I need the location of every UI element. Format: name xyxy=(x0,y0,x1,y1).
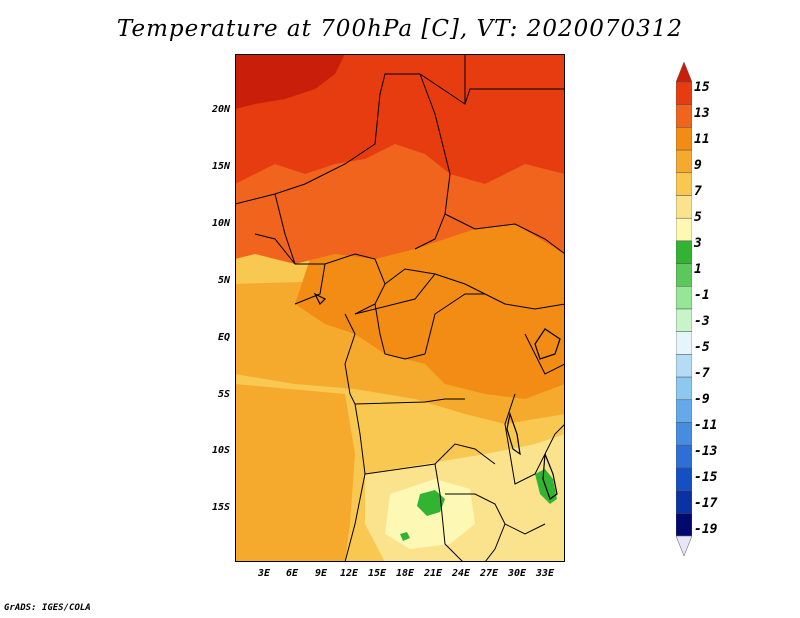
colorbar-segment xyxy=(676,286,692,310)
colorbar-segment xyxy=(676,513,692,537)
colorbar-label: 15 xyxy=(694,80,710,95)
colorbar-segment xyxy=(676,104,692,128)
y-tick-label: 5S xyxy=(217,389,230,400)
colorbar-segment xyxy=(676,81,692,105)
x-tick-label: 18E xyxy=(395,568,415,579)
y-tick-label: 20N xyxy=(211,104,230,115)
colorbar-segment xyxy=(676,149,692,174)
colorbar-segment xyxy=(676,467,692,491)
x-tick-label: 12E xyxy=(339,568,359,579)
colorbar-segment xyxy=(676,217,692,242)
hottest-patch xyxy=(235,54,345,109)
colorbar xyxy=(676,62,692,556)
colorbar-label: 11 xyxy=(694,132,710,147)
y-tick-label: 15N xyxy=(211,161,230,172)
colorbar-segment xyxy=(676,308,692,332)
green-patch-3 xyxy=(400,532,410,541)
country-borders xyxy=(235,54,565,562)
colorbar-label: -19 xyxy=(694,522,718,537)
colorbar-segment xyxy=(676,127,692,151)
green-patch-1 xyxy=(417,490,445,516)
colorbar-segment xyxy=(676,399,692,423)
footer-credit: GrADS: IGES/COLA xyxy=(4,603,91,613)
colorbar-label: 3 xyxy=(694,236,702,251)
colorbar-segment xyxy=(676,444,692,469)
colorbar-segment xyxy=(676,240,692,264)
colorbar-label: -17 xyxy=(694,496,718,511)
colorbar-label: -1 xyxy=(694,288,710,303)
colorbar-label: -5 xyxy=(694,340,710,355)
colorbar-label: -11 xyxy=(694,418,718,433)
colorbar-top-arrow xyxy=(676,62,692,83)
colorbar-segment xyxy=(676,331,692,355)
colorbar-segment xyxy=(676,490,692,514)
colorbar-label: -7 xyxy=(694,366,710,381)
colorbar-label: 9 xyxy=(694,158,702,173)
colorbar-label: -15 xyxy=(694,470,718,485)
y-tick-label: 15S xyxy=(211,502,230,513)
x-tick-label: 6E xyxy=(285,568,299,579)
colorbar-segment xyxy=(676,376,692,401)
x-tick-label: 24E xyxy=(451,568,471,579)
colorbar-bottom-arrow xyxy=(676,535,692,556)
y-tick-label: 5N xyxy=(217,275,230,286)
colorbar-segment xyxy=(676,263,692,287)
plot-title: Temperature at 700hPa [C], VT: 202007031… xyxy=(116,16,684,42)
congo-orange xyxy=(295,214,565,399)
colorbar-segment xyxy=(676,172,692,196)
x-tick-label: 9E xyxy=(314,568,328,579)
x-tick-label: 15E xyxy=(367,568,387,579)
y-tick-label: 10N xyxy=(211,218,230,229)
x-tick-label: 3E xyxy=(257,568,271,579)
colorbar-segment xyxy=(676,195,692,219)
x-tick-label: 33E xyxy=(535,568,555,579)
lakes xyxy=(313,292,561,500)
atlantic-field xyxy=(235,384,355,562)
y-tick-label: EQ xyxy=(217,332,230,343)
map-frame xyxy=(235,54,565,562)
colorbar-segment xyxy=(676,422,692,446)
colorbar-label: 5 xyxy=(694,210,702,225)
y-tick-label: 10S xyxy=(211,445,230,456)
colorbar-label: 13 xyxy=(694,106,710,121)
temperature-map xyxy=(235,54,565,562)
colorbar-label: -3 xyxy=(694,314,710,329)
colorbar-label: 7 xyxy=(694,184,702,199)
colorbar-label: 1 xyxy=(694,262,702,277)
x-tick-label: 27E xyxy=(479,568,499,579)
x-tick-label: 21E xyxy=(423,568,443,579)
colorbar-label: -9 xyxy=(694,392,710,407)
colorbar-segment xyxy=(676,354,692,378)
x-tick-label: 30E xyxy=(507,568,527,579)
colorbar-label: -13 xyxy=(694,444,718,459)
